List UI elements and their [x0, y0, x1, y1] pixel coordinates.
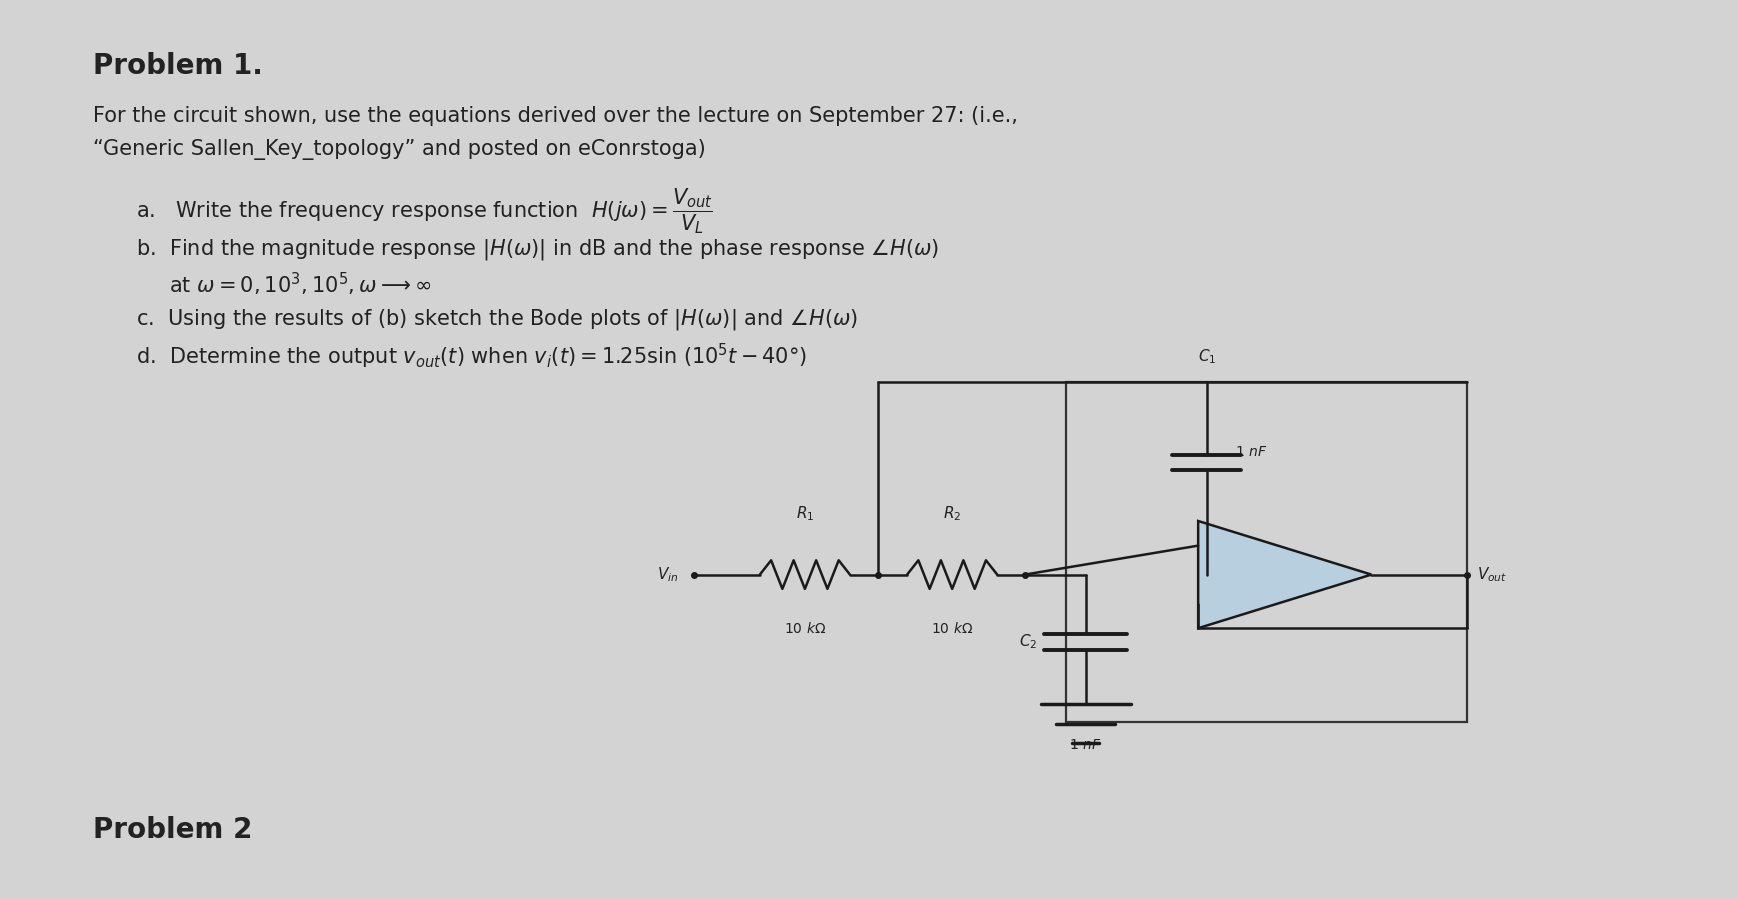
Text: +: +	[1215, 533, 1229, 547]
Text: d.  Determine the output $v_{out}(t)$ when $v_i(t)=1.25\sin\,(10^5t-40°)$: d. Determine the output $v_{out}(t)$ whe…	[136, 343, 806, 371]
Text: “Generic Sallen_Key_topology” and posted on eConrstoga): “Generic Sallen_Key_topology” and posted…	[92, 138, 706, 160]
Text: Problem 2: Problem 2	[92, 816, 252, 844]
Text: $1\ nF$: $1\ nF$	[1234, 445, 1267, 458]
Text: For the circuit shown, use the equations derived over the lecture on September 2: For the circuit shown, use the equations…	[92, 105, 1018, 126]
Text: a.   Write the frequency response function  $H(j\omega)=\dfrac{V_{out}}{V_L}$: a. Write the frequency response function…	[136, 186, 713, 236]
Text: $V_{in}$: $V_{in}$	[657, 565, 678, 584]
Text: $-$: $-$	[1215, 600, 1231, 618]
Text: c.  Using the results of (b) sketch the Bode plots of $|H(\omega)|$ and $\angle : c. Using the results of (b) sketch the B…	[136, 307, 859, 332]
Text: Problem 1.: Problem 1.	[92, 52, 262, 80]
Text: $C_1$: $C_1$	[1197, 348, 1217, 367]
Polygon shape	[1197, 521, 1371, 628]
Text: $1\ nF$: $1\ nF$	[1069, 738, 1102, 752]
Text: $R_2$: $R_2$	[944, 504, 961, 522]
Text: $V_{out}$: $V_{out}$	[1477, 565, 1507, 584]
Text: $R_1$: $R_1$	[796, 504, 813, 522]
Text: $10\ k\Omega$: $10\ k\Omega$	[932, 621, 973, 636]
Text: b.  Find the magnitude response $|H(\omega)|$ in dB and the phase response $\ang: b. Find the magnitude response $|H(\omeg…	[136, 236, 939, 262]
Text: $10\ k\Omega$: $10\ k\Omega$	[784, 621, 826, 636]
Text: at $\omega=0, 10^3, 10^5, \omega\longrightarrow\infty$: at $\omega=0, 10^3, 10^5, \omega\longrig…	[136, 271, 431, 298]
Text: $C_2$: $C_2$	[1018, 632, 1038, 651]
